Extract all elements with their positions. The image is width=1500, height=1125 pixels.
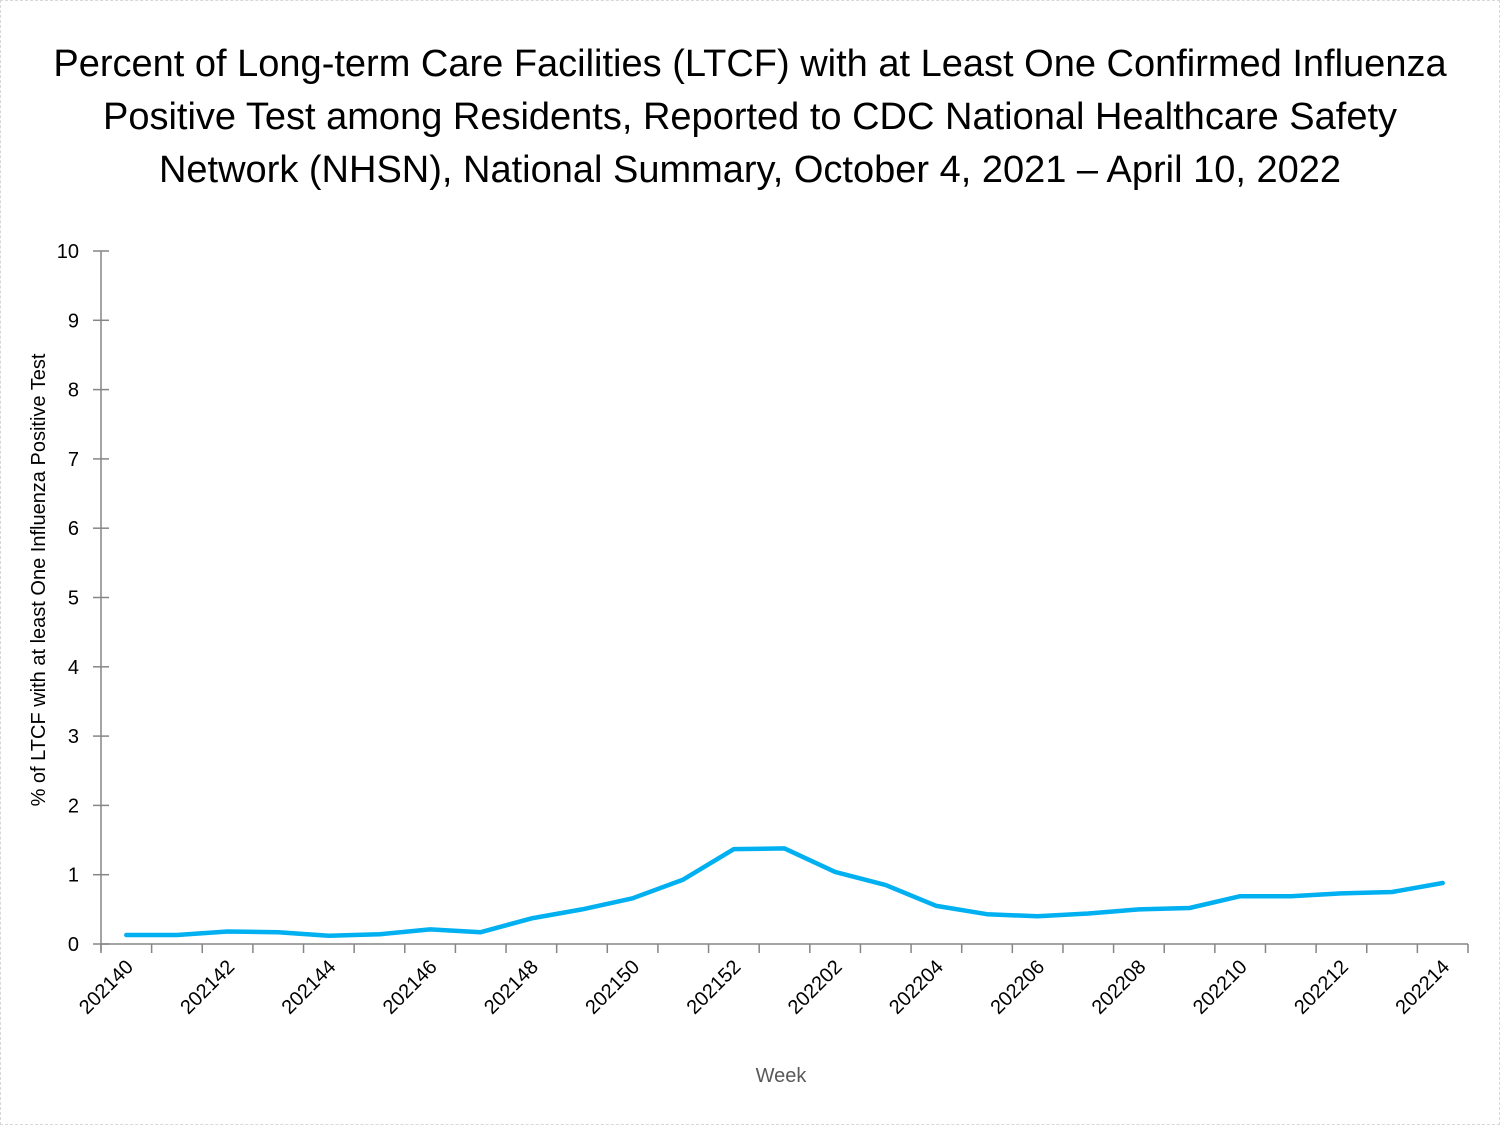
y-tick-label: 2	[68, 795, 79, 817]
x-tick-label: 202146	[379, 956, 442, 1019]
x-tick-label: 202148	[480, 956, 543, 1019]
chart-title-line-2: Positive Test among Residents, Reported …	[102, 96, 1398, 138]
y-tick-label: 5	[68, 588, 79, 610]
x-axis-title: Week	[756, 1065, 808, 1087]
chart-title-line-1: Percent of Long-term Care Facilities (LT…	[53, 43, 1447, 85]
x-tick-label: 202204	[885, 956, 948, 1019]
y-tick-label: 4	[68, 657, 79, 679]
series-line	[124, 846, 1445, 938]
y-tick-label: 10	[57, 241, 79, 263]
x-tick-label: 202150	[581, 956, 644, 1019]
y-axis: 0 1 2 3 4 5 6 7 8 9 10	[57, 241, 109, 956]
x-tick-label: 202144	[278, 956, 341, 1019]
x-tick-label: 202152	[683, 956, 746, 1019]
x-tick-label: 202140	[75, 956, 138, 1019]
chart-title-line-3: Network (NHSN), National Summary, Octobe…	[158, 149, 1342, 191]
y-axis-title: % of LTCF with at least One Influenza Po…	[28, 353, 50, 806]
chart-title: Percent of Long-term Care Facilities (LT…	[0, 38, 1500, 197]
y-tick-label: 6	[68, 518, 79, 540]
x-tick-label: 202142	[176, 956, 239, 1019]
x-tick-label: 202202	[784, 956, 847, 1019]
y-tick-label: 9	[68, 310, 79, 332]
y-tick-label: 8	[68, 380, 79, 402]
y-tick-label: 3	[68, 726, 79, 748]
y-tick-label: 7	[68, 449, 79, 471]
x-axis: 202140 202142 202144 202146 202148 202150 2021…	[75, 943, 1469, 1019]
x-tick-label: 202206	[986, 956, 1049, 1019]
x-tick-label: 202210	[1189, 956, 1252, 1019]
x-tick-label: 202212	[1290, 956, 1353, 1019]
y-tick-label: 1	[68, 865, 79, 887]
x-tick-label: 202208	[1088, 956, 1151, 1019]
y-tick-label: 0	[68, 934, 79, 956]
series-group	[124, 846, 1445, 938]
x-tick-label: 202214	[1391, 956, 1454, 1019]
